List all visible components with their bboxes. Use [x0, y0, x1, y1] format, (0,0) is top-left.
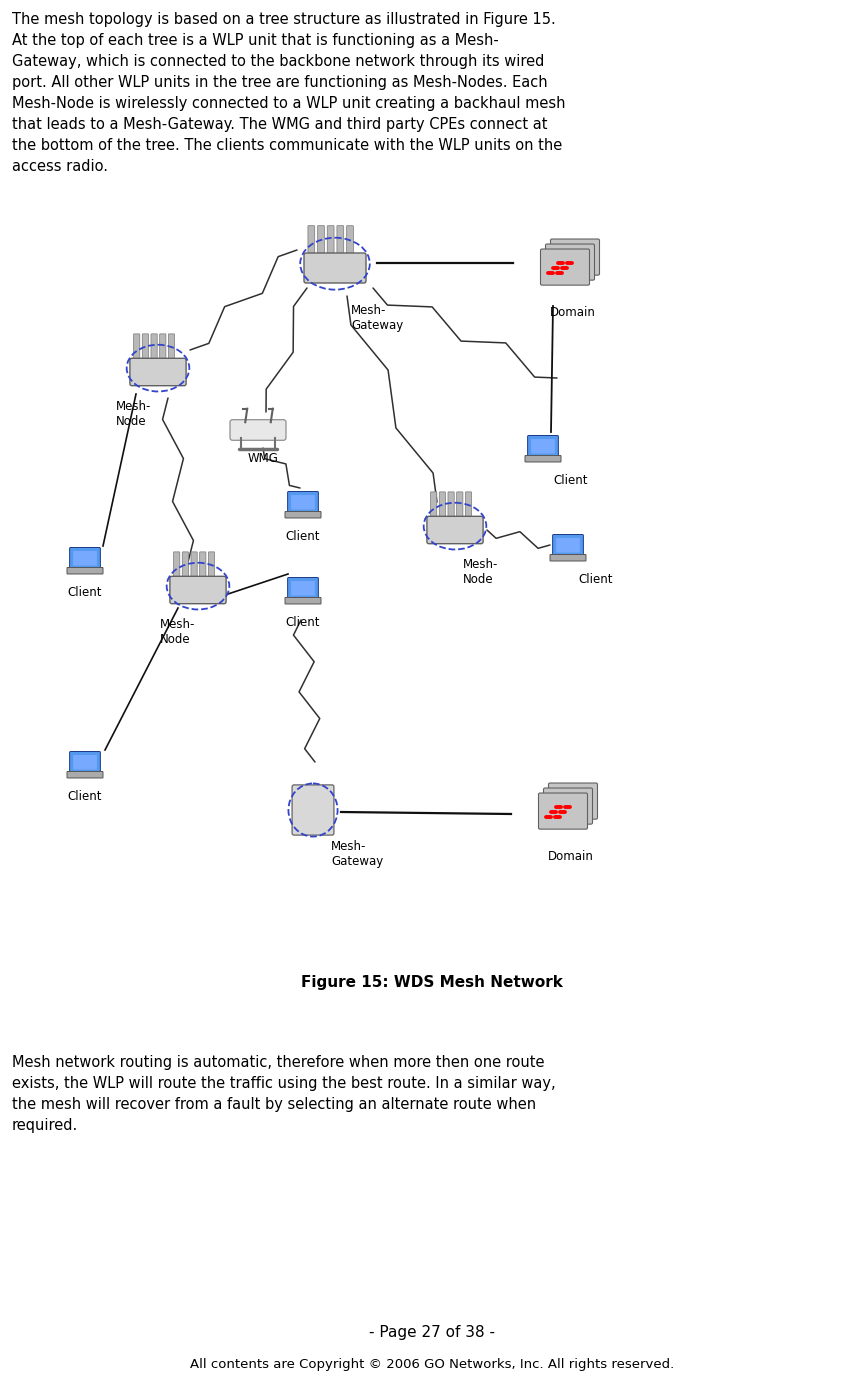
Text: Client: Client [553, 474, 587, 488]
Text: Client: Client [285, 616, 320, 630]
FancyBboxPatch shape [541, 249, 590, 286]
Text: that leads to a Mesh-Gateway. The WMG and third party CPEs connect at: that leads to a Mesh-Gateway. The WMG an… [12, 117, 548, 132]
Text: port. All other WLP units in the tree are functioning as Mesh-Nodes. Each: port. All other WLP units in the tree ar… [12, 75, 548, 91]
FancyBboxPatch shape [67, 567, 103, 574]
FancyBboxPatch shape [465, 492, 471, 518]
FancyBboxPatch shape [550, 240, 599, 276]
FancyBboxPatch shape [133, 334, 140, 361]
Text: - Page 27 of 38 -: - Page 27 of 38 - [369, 1325, 495, 1340]
Text: Client: Client [67, 586, 102, 599]
FancyBboxPatch shape [174, 552, 180, 579]
FancyBboxPatch shape [553, 535, 583, 556]
FancyBboxPatch shape [427, 517, 483, 543]
Text: At the top of each tree is a WLP unit that is functioning as a Mesh-: At the top of each tree is a WLP unit th… [12, 33, 499, 47]
FancyBboxPatch shape [347, 226, 354, 255]
Text: Mesh-Node is wirelessly connected to a WLP unit creating a backhaul mesh: Mesh-Node is wirelessly connected to a W… [12, 96, 566, 111]
Text: Mesh-
Node: Mesh- Node [160, 618, 195, 646]
FancyBboxPatch shape [208, 552, 215, 579]
FancyBboxPatch shape [142, 334, 149, 361]
Text: the bottom of the tree. The clients communicate with the WLP units on the: the bottom of the tree. The clients comm… [12, 138, 562, 153]
FancyBboxPatch shape [304, 254, 366, 283]
FancyBboxPatch shape [288, 578, 318, 599]
Text: All contents are Copyright © 2006 GO Networks, Inc. All rights reserved.: All contents are Copyright © 2006 GO Net… [190, 1358, 674, 1371]
Text: Domain: Domain [548, 850, 594, 864]
FancyBboxPatch shape [69, 751, 100, 773]
FancyBboxPatch shape [546, 244, 594, 280]
FancyBboxPatch shape [292, 495, 315, 510]
Text: Domain: Domain [550, 306, 596, 319]
Text: access radio.: access radio. [12, 159, 108, 174]
Text: Figure 15: WDS Mesh Network: Figure 15: WDS Mesh Network [301, 975, 563, 990]
FancyBboxPatch shape [439, 492, 445, 518]
Text: Mesh network routing is automatic, therefore when more then one route: Mesh network routing is automatic, there… [12, 1055, 544, 1070]
FancyBboxPatch shape [525, 456, 561, 462]
FancyBboxPatch shape [556, 538, 580, 553]
FancyBboxPatch shape [528, 436, 559, 457]
FancyBboxPatch shape [539, 793, 587, 829]
Text: exists, the WLP will route the traffic using the best route. In a similar way,: exists, the WLP will route the traffic u… [12, 1075, 555, 1091]
FancyBboxPatch shape [431, 492, 437, 518]
FancyBboxPatch shape [230, 419, 286, 440]
FancyBboxPatch shape [67, 772, 103, 779]
FancyBboxPatch shape [74, 552, 97, 566]
Text: Client: Client [67, 790, 102, 802]
FancyBboxPatch shape [74, 755, 97, 769]
FancyBboxPatch shape [336, 226, 343, 255]
FancyBboxPatch shape [317, 226, 324, 255]
FancyBboxPatch shape [308, 226, 315, 255]
FancyBboxPatch shape [548, 783, 598, 819]
Text: Mesh-
Node: Mesh- Node [116, 400, 151, 428]
FancyBboxPatch shape [191, 552, 197, 579]
FancyBboxPatch shape [292, 784, 334, 834]
Text: Mesh-
Gateway: Mesh- Gateway [331, 840, 383, 868]
FancyBboxPatch shape [151, 334, 157, 361]
Text: required.: required. [12, 1119, 78, 1133]
FancyBboxPatch shape [169, 334, 175, 361]
FancyBboxPatch shape [160, 334, 166, 361]
FancyBboxPatch shape [292, 581, 315, 595]
FancyBboxPatch shape [550, 554, 586, 561]
FancyBboxPatch shape [285, 511, 321, 518]
FancyBboxPatch shape [183, 552, 189, 579]
FancyBboxPatch shape [170, 577, 226, 603]
FancyBboxPatch shape [69, 547, 100, 568]
Text: Gateway, which is connected to the backbone network through its wired: Gateway, which is connected to the backb… [12, 54, 544, 70]
FancyBboxPatch shape [285, 598, 321, 605]
Text: The mesh topology is based on a tree structure as illustrated in Figure 15.: The mesh topology is based on a tree str… [12, 13, 555, 26]
Text: the mesh will recover from a fault by selecting an alternate route when: the mesh will recover from a fault by se… [12, 1098, 536, 1112]
Text: WMG: WMG [247, 451, 279, 465]
FancyBboxPatch shape [288, 492, 318, 513]
Text: Mesh-
Node: Mesh- Node [463, 559, 498, 586]
FancyBboxPatch shape [531, 439, 554, 454]
FancyBboxPatch shape [448, 492, 454, 518]
FancyBboxPatch shape [130, 358, 186, 386]
Text: Client: Client [578, 573, 612, 586]
FancyBboxPatch shape [327, 226, 334, 255]
Text: Mesh-
Gateway: Mesh- Gateway [351, 304, 403, 332]
Text: Client: Client [285, 529, 320, 543]
FancyBboxPatch shape [543, 788, 593, 825]
FancyBboxPatch shape [200, 552, 206, 579]
FancyBboxPatch shape [457, 492, 463, 518]
